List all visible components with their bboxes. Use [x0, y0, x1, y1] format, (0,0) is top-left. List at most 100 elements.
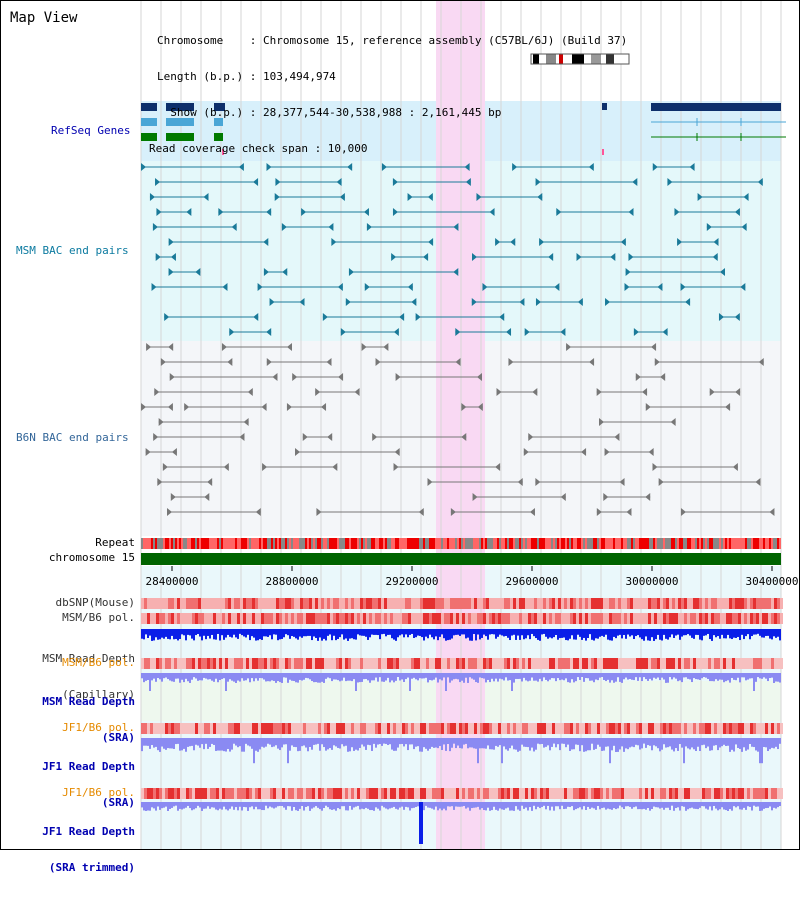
jf1-depth-sra-bar — [225, 738, 227, 752]
jf1-depth-sra-bar — [341, 738, 343, 745]
msm-pol2-strip — [726, 658, 729, 669]
msm-depth-capillary-bar — [449, 629, 451, 640]
jf1-depth-sra-bar — [581, 738, 583, 746]
track-label-msm-bac[interactable]: MSM BAC end pairs — [16, 244, 129, 257]
msm-depth-sra-bar — [609, 673, 611, 683]
repeat-tick — [145, 538, 147, 549]
jf1-depth-trim-bar — [161, 802, 163, 809]
repeat-tick — [217, 538, 219, 549]
msm-pol2-strip — [504, 658, 507, 669]
msm-pol-strip — [375, 613, 378, 624]
genome-map[interactable]: 28400000 28800000 29200000 29600000 30000000… — [1, 1, 799, 849]
jf1-depth-sra-bar — [203, 738, 205, 750]
jf1-depth-trim-bar — [731, 802, 733, 811]
jf1-depth-trim-bar — [615, 802, 617, 810]
msm-depth-sra-bar — [357, 673, 359, 683]
msm-pol-strip — [369, 613, 372, 624]
msm-depth-capillary-bar — [293, 629, 295, 637]
jf1-depth-trim-bar — [407, 802, 409, 808]
jf1-pol2-strip — [531, 788, 534, 799]
jf1-pol2-strip — [660, 788, 663, 799]
msm-depth-sra-bar — [725, 673, 727, 682]
jf1-depth-trim-bar — [717, 802, 719, 811]
msm-pol2-strip — [648, 658, 651, 669]
jf1-depth-sra-bar — [171, 738, 173, 749]
jf1-depth-trim-bar — [183, 802, 185, 809]
jf1-pol2-strip — [576, 788, 579, 799]
jf1-pol2-strip — [444, 788, 447, 799]
jf1-depth-sra-bar — [239, 738, 241, 747]
jf1-depth-sra-bar — [635, 738, 637, 745]
track-label-b6n-bac[interactable]: B6N BAC end pairs — [16, 431, 129, 444]
jf1-pol-strip — [528, 723, 531, 734]
b6n-bac-pair-end — [529, 508, 535, 516]
msm-depth-capillary-bar — [529, 629, 531, 640]
jf1-depth-sra-bar — [301, 738, 303, 747]
b6n-bac-pair-end — [372, 433, 378, 441]
jf1-depth-trim-bar — [539, 802, 541, 809]
msm-depth-capillary-bar — [219, 629, 221, 641]
jf1-depth-sra-bar — [563, 738, 565, 744]
jf1-pol2-strip — [606, 788, 609, 799]
msm-depth-sra-bar — [281, 673, 283, 683]
msm-pol-strip — [630, 613, 633, 624]
dbsnp-strip — [603, 598, 606, 609]
msm-depth-sra-bar — [505, 673, 507, 678]
msm-depth-sra-bar — [197, 673, 199, 681]
msm-pol-strip — [702, 613, 705, 624]
msm-depth-sra-bar — [463, 673, 465, 683]
jf1-depth-sra-bar — [577, 738, 579, 745]
msm-pol2-strip — [750, 658, 753, 669]
jf1-depth-sra-bar — [779, 738, 781, 744]
repeat-tick — [303, 538, 305, 549]
b6n-bac-pair-end — [660, 373, 666, 381]
msm-depth-capillary-bar — [179, 629, 181, 639]
msm-bac-pair-end — [453, 268, 459, 276]
jf1-depth-sra-bar — [487, 738, 489, 746]
b6n-bac-pair-end — [383, 343, 389, 351]
msm-pol-strip — [216, 613, 219, 624]
msm-pol2-strip — [522, 658, 525, 669]
msm-depth-capillary-bar — [185, 629, 187, 641]
msm-depth-sra-bar — [263, 673, 265, 680]
msm-bac-pair-end — [364, 283, 370, 291]
msm-bac-pair-end — [680, 283, 686, 291]
jf1-depth-trim-bar — [663, 802, 665, 810]
jf1-pol-strip — [501, 723, 504, 734]
jf1-pol2-strip — [486, 788, 489, 799]
jf1-depth-sra-bar — [753, 738, 755, 748]
b6n-bac-pair-end — [496, 388, 502, 396]
msm-depth-sra-bar — [223, 673, 225, 679]
msm-pol2-strip — [399, 658, 402, 669]
jf1-depth-trim-bar — [393, 802, 395, 807]
dbsnp-strip — [651, 598, 654, 609]
msm-depth-sra-bar — [539, 673, 541, 679]
msm-pol2-strip — [201, 658, 204, 669]
jf1-depth-trim-bar — [757, 802, 759, 807]
msm-pol-strip — [576, 613, 579, 624]
msm-depth-capillary-bar — [627, 629, 629, 635]
msm-depth-capillary-bar — [329, 629, 331, 635]
jf1-depth-sra-bar — [215, 738, 217, 751]
msm-depth-sra-bar — [141, 673, 143, 679]
msm-depth-sra-bar — [531, 673, 533, 678]
jf1-depth-sra-bar — [757, 738, 759, 752]
jf1-pol2-strip — [408, 788, 411, 799]
jf1-depth-trim-bar — [649, 802, 651, 811]
jf1-pol-strip — [267, 723, 270, 734]
jf1-pol-strip — [624, 723, 627, 734]
jf1-depth-sra-bar — [297, 738, 299, 752]
jf1-pol2-strip — [777, 788, 780, 799]
msm-bac-pair-end — [757, 178, 763, 186]
jf1-depth-trim-bar — [669, 802, 671, 811]
msm-depth-capillary-bar — [383, 629, 385, 634]
jf1-depth-trim-bar — [635, 802, 637, 807]
msm-depth-capillary-bar — [433, 629, 435, 640]
msm-depth-capillary-bar — [249, 629, 251, 641]
b6n-bac-pair-end — [654, 358, 660, 366]
jf1-depth-sra-bar — [455, 738, 457, 749]
jf1-pol-strip — [279, 723, 282, 734]
msm-depth-sra-bar — [587, 673, 589, 679]
track-label-refseq[interactable]: RefSeq Genes — [51, 124, 131, 137]
jf1-depth-trim-bar — [745, 802, 747, 810]
